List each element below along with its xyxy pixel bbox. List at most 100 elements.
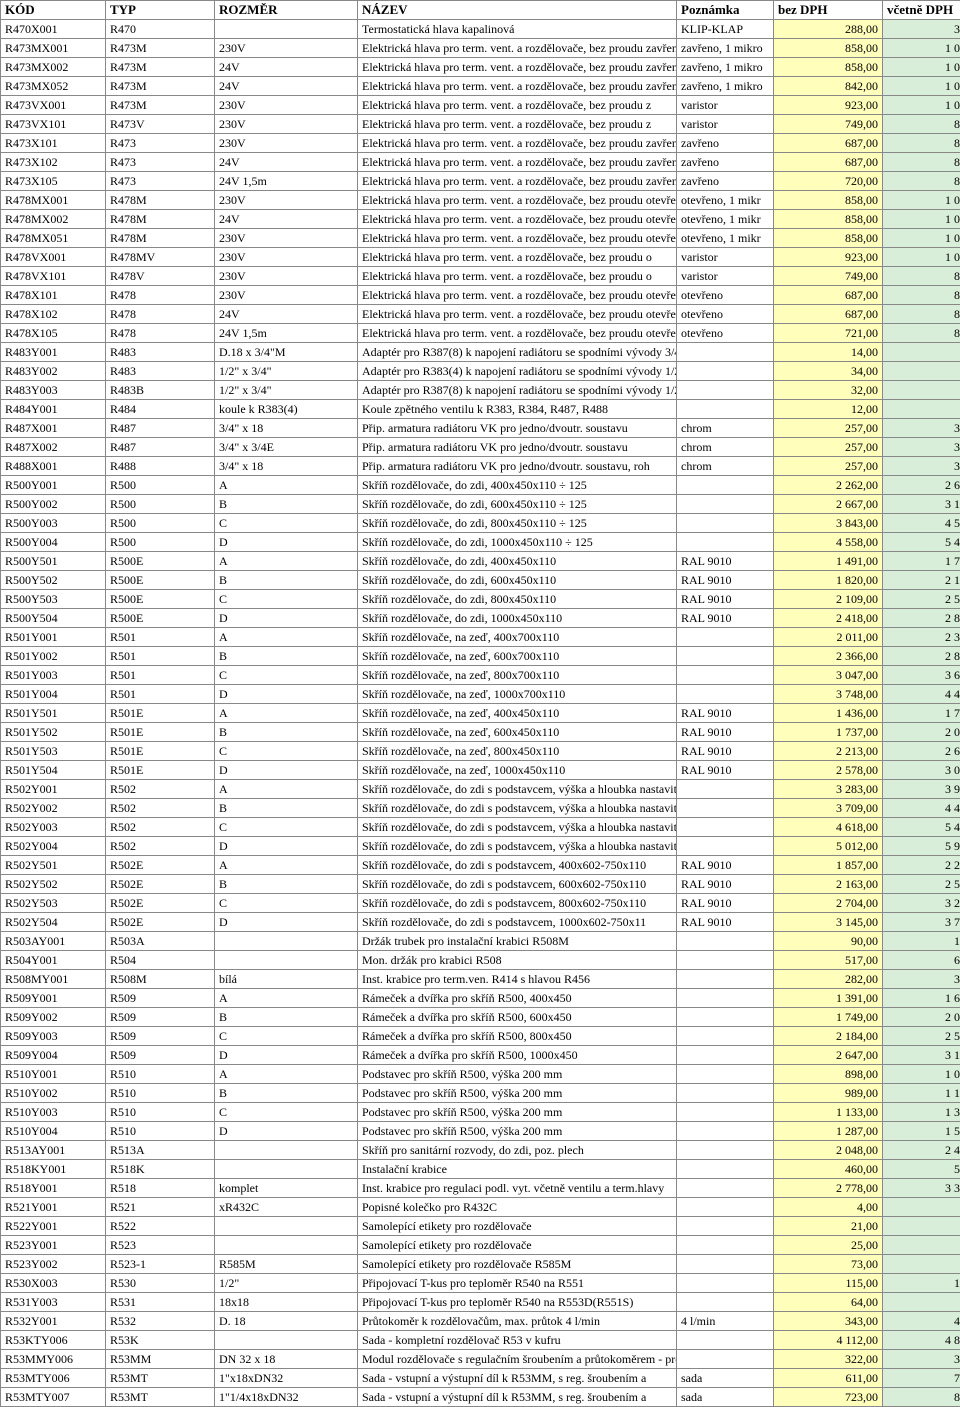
- cell-vc: 342,72: [883, 20, 960, 39]
- cell-rozmer: D: [215, 913, 358, 932]
- cell-typ: R502E: [106, 875, 215, 894]
- cell-rozmer: koule k R383(4): [215, 400, 358, 419]
- cell-typ: R478: [106, 324, 215, 343]
- cell-rozmer: C: [215, 894, 358, 913]
- cell-bez: 32,00: [774, 381, 883, 400]
- cell-kod: R502Y502: [1, 875, 106, 894]
- cell-pozn: [677, 970, 774, 989]
- cell-typ: R484: [106, 400, 215, 419]
- header-row: KÓD TYP ROZMĚR NÁZEV Poznámka bez DPH vč…: [1, 1, 960, 20]
- cell-nazev: Adaptér pro R387(8) k napojení radiátoru…: [358, 381, 677, 400]
- cell-vc: 1 708,84: [883, 704, 960, 723]
- cell-kod: R509Y003: [1, 1027, 106, 1046]
- cell-kod: R518KY001: [1, 1160, 106, 1179]
- cell-nazev: Elektrická hlava pro term. vent. a rozdě…: [358, 286, 677, 305]
- table-row: R509Y001R509ARámeček a dvířka pro skříň …: [1, 989, 960, 1008]
- cell-bez: 858,00: [774, 229, 883, 248]
- cell-typ: R500E: [106, 552, 215, 571]
- cell-kod: R487X001: [1, 419, 106, 438]
- cell-pozn: sada: [677, 1388, 774, 1407]
- cell-nazev: Skříň rozdělovače, do zdi s podstavcem, …: [358, 837, 677, 856]
- header-vcetne: včetně DPH: [883, 1, 960, 20]
- cell-pozn: zavřeno, 1 mikro: [677, 77, 774, 96]
- cell-vc: 891,31: [883, 115, 960, 134]
- cell-kod: R501Y003: [1, 666, 106, 685]
- cell-typ: R473M: [106, 96, 215, 115]
- cell-typ: R501: [106, 666, 215, 685]
- cell-rozmer: 3/4" x 3/4E: [215, 438, 358, 457]
- cell-kod: R530X003: [1, 1274, 106, 1293]
- cell-pozn: [677, 1255, 774, 1274]
- table-row: R523Y001R523Samolepící etikety pro rozdě…: [1, 1236, 960, 1255]
- cell-vc: 14,28: [883, 400, 960, 419]
- cell-bez: 2 704,00: [774, 894, 883, 913]
- cell-vc: 1 068,62: [883, 1065, 960, 1084]
- cell-pozn: otevřeno: [677, 286, 774, 305]
- table-row: R478MX051R478M230VElektrická hlava pro t…: [1, 229, 960, 248]
- cell-typ: R503A: [106, 932, 215, 951]
- cell-typ: R509: [106, 1008, 215, 1027]
- cell-pozn: [677, 932, 774, 951]
- cell-bez: 1 133,00: [774, 1103, 883, 1122]
- table-row: R500Y002R500BSkříň rozdělovače, do zdi, …: [1, 495, 960, 514]
- cell-kod: R532Y001: [1, 1312, 106, 1331]
- header-bez: bez DPH: [774, 1, 883, 20]
- cell-nazev: Průtokoměr k rozdělovačům, max. průtok 4…: [358, 1312, 677, 1331]
- table-row: R501Y003R501CSkříň rozdělovače, na zeď, …: [1, 666, 960, 685]
- cell-vc: 383,18: [883, 1350, 960, 1369]
- cell-typ: R501E: [106, 704, 215, 723]
- cell-typ: R473: [106, 172, 215, 191]
- cell-vc: 1 774,29: [883, 552, 960, 571]
- cell-kod: R501Y004: [1, 685, 106, 704]
- cell-rozmer: A: [215, 989, 358, 1008]
- cell-vc: 76,16: [883, 1293, 960, 1312]
- cell-vc: 86,87: [883, 1255, 960, 1274]
- cell-nazev: Rámeček a dvířka pro skříň R500, 800x450: [358, 1027, 677, 1046]
- cell-pozn: [677, 1198, 774, 1217]
- cell-typ: R510: [106, 1103, 215, 1122]
- cell-rozmer: 230V: [215, 134, 358, 153]
- cell-kod: R521Y001: [1, 1198, 106, 1217]
- cell-bez: 3 709,00: [774, 799, 883, 818]
- cell-bez: 73,00: [774, 1255, 883, 1274]
- cell-nazev: Skříň rozdělovače, do zdi s podstavcem, …: [358, 913, 677, 932]
- cell-rozmer: 24V: [215, 210, 358, 229]
- table-row: R508MY001R508MbíláInst. krabice pro term…: [1, 970, 960, 989]
- cell-typ: R487: [106, 419, 215, 438]
- cell-pozn: [677, 1217, 774, 1236]
- cell-vc: 3 217,76: [883, 894, 960, 913]
- cell-rozmer: C: [215, 818, 358, 837]
- cell-pozn: KLIP-KLAP: [677, 20, 774, 39]
- cell-rozmer: A: [215, 856, 358, 875]
- cell-vc: 1 021,02: [883, 210, 960, 229]
- table-row: R502Y504R502EDSkříň rozdělovače, do zdi …: [1, 913, 960, 932]
- cell-typ: R523: [106, 1236, 215, 1255]
- cell-bez: 721,00: [774, 324, 883, 343]
- cell-rozmer: bílá: [215, 970, 358, 989]
- cell-bez: 4 618,00: [774, 818, 883, 837]
- cell-kod: R502Y501: [1, 856, 106, 875]
- cell-typ: R530: [106, 1274, 215, 1293]
- cell-bez: 12,00: [774, 400, 883, 419]
- table-row: R502Y503R502ECSkříň rozdělovače, do zdi …: [1, 894, 960, 913]
- cell-pozn: RAL 9010: [677, 742, 774, 761]
- cell-vc: 4 460,12: [883, 685, 960, 704]
- cell-bez: 749,00: [774, 115, 883, 134]
- cell-pozn: otevřeno: [677, 324, 774, 343]
- cell-bez: 2 366,00: [774, 647, 883, 666]
- cell-vc: 408,17: [883, 1312, 960, 1331]
- cell-rozmer: [215, 951, 358, 970]
- cell-rozmer: 24V 1,5m: [215, 172, 358, 191]
- cell-vc: 2 815,54: [883, 647, 960, 666]
- cell-nazev: Skříň rozdělovače, na zeď, 400x450x110: [358, 704, 677, 723]
- cell-nazev: Skříň pro sanitární rozvody, do zdi, poz…: [358, 1141, 677, 1160]
- cell-typ: R478: [106, 286, 215, 305]
- cell-kod: R503AY001: [1, 932, 106, 951]
- cell-nazev: Přip. armatura radiátoru VK pro jedno/dv…: [358, 419, 677, 438]
- cell-rozmer: C: [215, 590, 358, 609]
- cell-vc: 2 437,12: [883, 1141, 960, 1160]
- cell-kod: R470X001: [1, 20, 106, 39]
- cell-kod: R478MX002: [1, 210, 106, 229]
- cell-nazev: Držák trubek pro instalační krabici R508…: [358, 932, 677, 951]
- cell-nazev: Skříň rozdělovače, do zdi s podstavcem, …: [358, 799, 677, 818]
